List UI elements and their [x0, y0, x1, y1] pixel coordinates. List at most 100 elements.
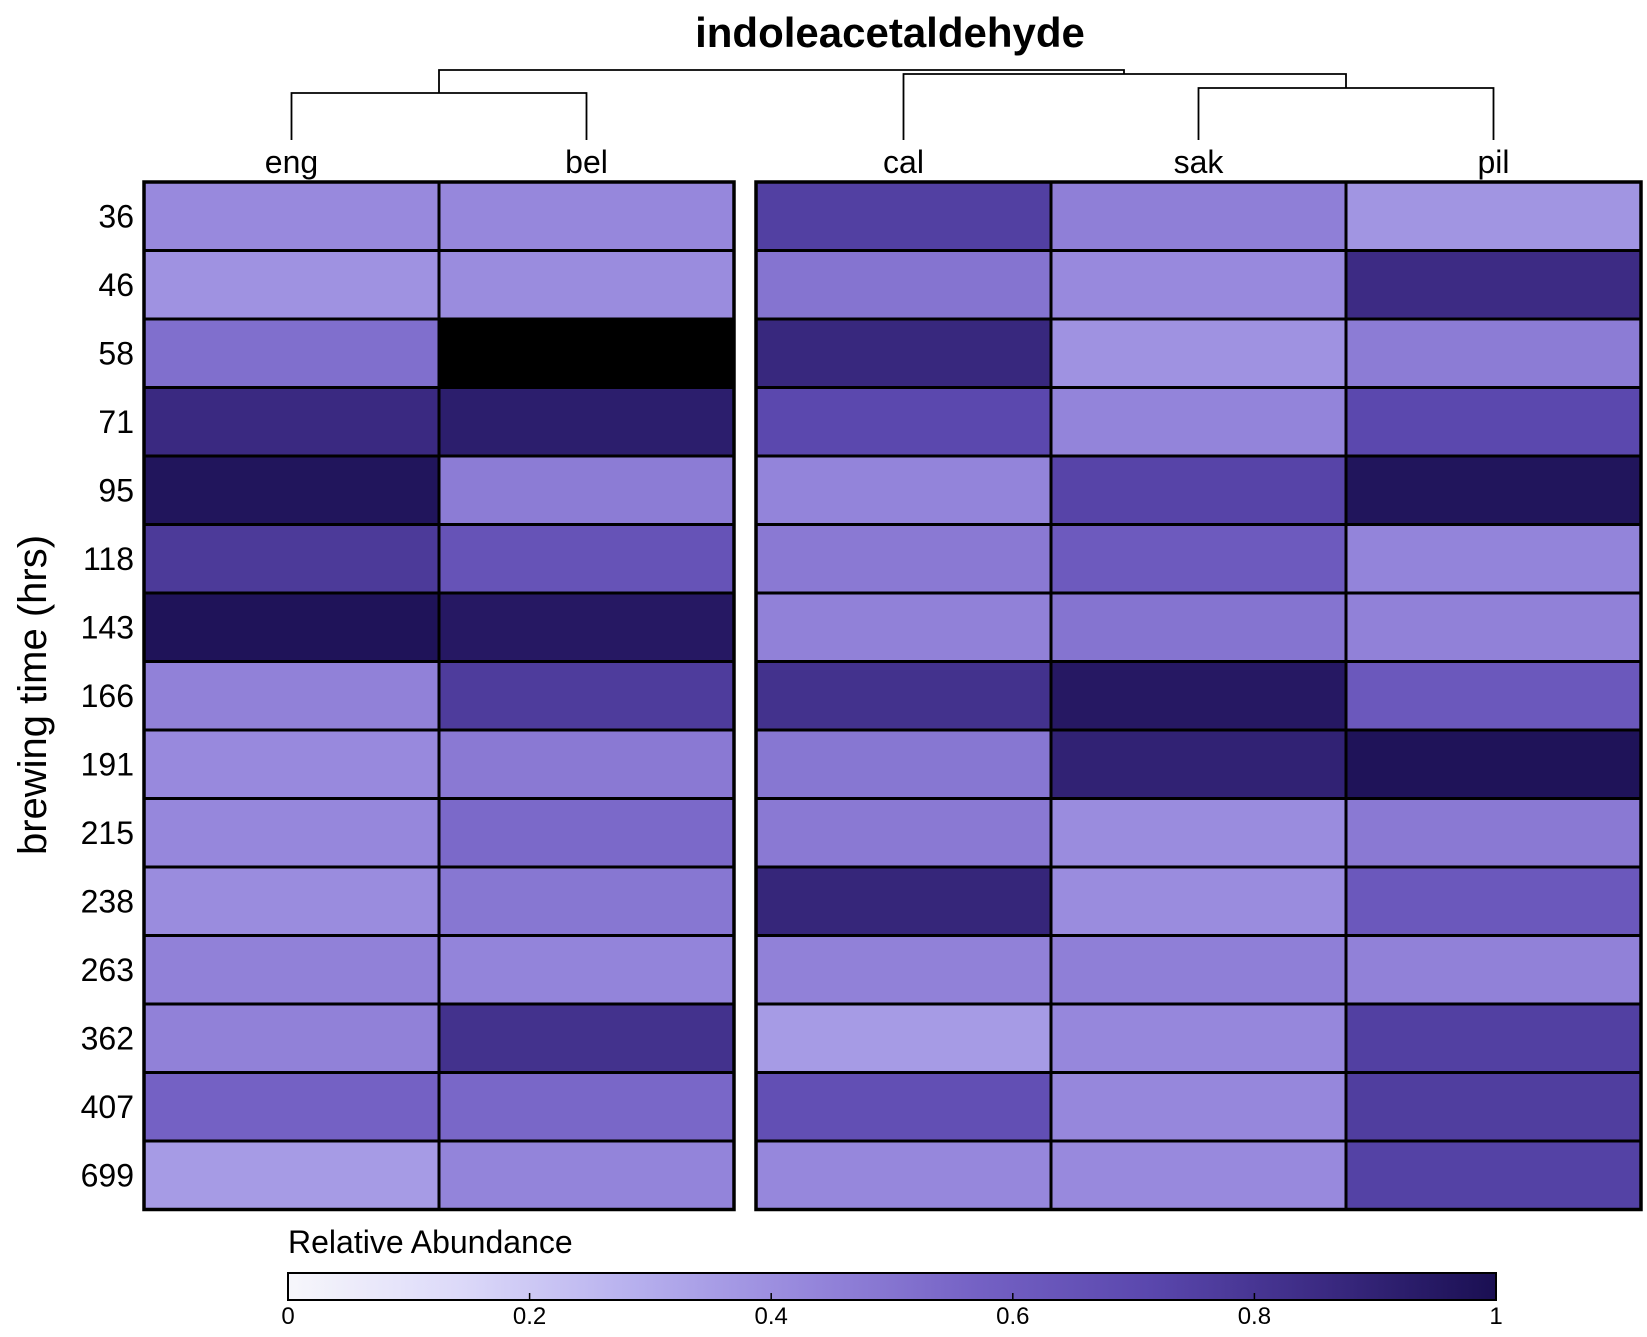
- heatmap-cell-sak-263: [1049, 934, 1348, 1006]
- colorbar-gradient: [287, 1272, 1497, 1301]
- heatmap-cell-pil-143: [1344, 591, 1643, 663]
- row-label-58: 58: [98, 335, 134, 371]
- heatmap-cell-eng-46: [142, 249, 441, 321]
- heatmap-cell-bel-143: [437, 591, 736, 663]
- heatmap-cell-eng-95: [142, 454, 441, 526]
- heatmap-cell-eng-58: [142, 317, 441, 389]
- heatmap-cell-eng-699: [142, 1139, 441, 1211]
- heatmap-cell-eng-143: [142, 591, 441, 663]
- row-label-699: 699: [81, 1157, 134, 1193]
- column-label-bel: bel: [565, 144, 608, 180]
- heatmap-cell-eng-407: [142, 1071, 441, 1143]
- heatmap-cell-cal-263: [754, 934, 1053, 1006]
- heatmap-cell-bel-407: [437, 1071, 736, 1143]
- heatmap-cells: [142, 180, 1643, 1211]
- heatmap-cell-pil-407: [1344, 1071, 1643, 1143]
- row-label-143: 143: [81, 609, 134, 645]
- row-label-95: 95: [98, 472, 134, 508]
- heatmap-cell-cal-36: [754, 180, 1053, 252]
- heatmap-cell-sak-191: [1049, 728, 1348, 800]
- heatmap-cell-bel-118: [437, 523, 736, 595]
- heatmap-cell-eng-118: [142, 523, 441, 595]
- dendrogram-root: [438, 69, 1125, 93]
- heatmap-cell-pil-58: [1344, 317, 1643, 389]
- panel-border-1: [142, 180, 736, 1212]
- row-label-362: 362: [81, 1020, 134, 1056]
- row-labels: 36 46 58 71 95 118 143 166 191 215 238 263 362 407 699: [81, 198, 134, 1193]
- heatmap-cell-bel-58: [437, 317, 736, 389]
- heatmap-cell-sak-699: [1049, 1139, 1348, 1211]
- heatmap-cell-eng-191: [142, 728, 441, 800]
- heatmap-cell-eng-166: [142, 660, 441, 732]
- row-label-407: 407: [81, 1089, 134, 1125]
- heatmap-cell-cal-238: [754, 865, 1053, 937]
- column-label-eng: eng: [265, 144, 318, 180]
- heatmap-cell-cal-118: [754, 523, 1053, 595]
- colorbar-tick-label: 0.6: [996, 1303, 1029, 1330]
- row-label-166: 166: [81, 678, 134, 714]
- heatmap-cell-cal-699: [754, 1139, 1053, 1211]
- heatmap-cell-bel-166: [437, 660, 736, 732]
- heatmap-cell-cal-58: [754, 317, 1053, 389]
- heatmap-cell-pil-118: [1344, 523, 1643, 595]
- row-label-46: 46: [98, 267, 134, 303]
- dendrogram-branch-eng-bel: [290, 92, 588, 140]
- column-label-cal: cal: [883, 144, 924, 180]
- colorbar-title: Relative Abundance: [288, 1224, 573, 1260]
- colorbar-tick-label: 1: [1489, 1303, 1502, 1330]
- column-dendrogram: [290, 69, 1495, 140]
- heatmap-cell-pil-95: [1344, 454, 1643, 526]
- row-label-263: 263: [81, 952, 134, 988]
- row-label-191: 191: [81, 746, 134, 782]
- column-label-sak: sak: [1174, 144, 1225, 180]
- heatmap-cell-bel-238: [437, 865, 736, 937]
- heatmap-cell-cal-143: [754, 591, 1053, 663]
- heatmap-cell-eng-263: [142, 934, 441, 1006]
- heatmap-cell-pil-215: [1344, 797, 1643, 869]
- heatmap-cell-sak-143: [1049, 591, 1348, 663]
- heatmap-cell-cal-191: [754, 728, 1053, 800]
- colorbar-tick-label: 0.8: [1238, 1303, 1271, 1330]
- heatmap-cell-cal-71: [754, 386, 1053, 458]
- heatmap-cell-sak-58: [1049, 317, 1348, 389]
- heatmap-cell-cal-166: [754, 660, 1053, 732]
- heatmap-cell-pil-362: [1344, 1002, 1643, 1074]
- heatmap-cell-bel-191: [437, 728, 736, 800]
- panel-borders: [142, 180, 1643, 1212]
- heatmap-cell-sak-362: [1049, 1002, 1348, 1074]
- heatmap-cell-sak-238: [1049, 865, 1348, 937]
- colorbar: Relative Abundance 0 0.2 0.4 0.6 0.8 1: [281, 1224, 1502, 1330]
- heatmap-cell-eng-71: [142, 386, 441, 458]
- panel-border-2: [754, 180, 1643, 1212]
- heatmap-cell-sak-166: [1049, 660, 1348, 732]
- heatmap-cell-bel-95: [437, 454, 736, 526]
- heatmap-cell-cal-46: [754, 249, 1053, 321]
- colorbar-tick-label: 0.2: [513, 1303, 546, 1330]
- heatmap-cell-bel-46: [437, 249, 736, 321]
- heatmap-cell-sak-118: [1049, 523, 1348, 595]
- heatmap-cell-sak-95: [1049, 454, 1348, 526]
- row-label-118: 118: [83, 541, 134, 577]
- heatmap-cell-bel-263: [437, 934, 736, 1006]
- heatmap-cell-eng-238: [142, 865, 441, 937]
- column-label-pil: pil: [1477, 144, 1509, 180]
- heatmap-cell-sak-215: [1049, 797, 1348, 869]
- colorbar-tick-label: 0: [281, 1303, 294, 1330]
- heatmap-cell-bel-215: [437, 797, 736, 869]
- heatmap-cell-sak-46: [1049, 249, 1348, 321]
- heatmap-cell-pil-71: [1344, 386, 1643, 458]
- row-label-215: 215: [81, 815, 134, 851]
- heatmap-cell-bel-36: [437, 180, 736, 252]
- heatmap-cell-bel-699: [437, 1139, 736, 1211]
- y-axis-label: brewing time (hrs): [11, 535, 55, 855]
- heatmap-cell-pil-36: [1344, 180, 1643, 252]
- row-label-71: 71: [98, 404, 134, 440]
- heatmap-cell-pil-238: [1344, 865, 1643, 937]
- heatmap-cell-eng-36: [142, 180, 441, 252]
- row-label-36: 36: [98, 198, 134, 234]
- dendrogram-branch-sak-pil: [1197, 87, 1495, 140]
- heatmap-cell-cal-95: [754, 454, 1053, 526]
- column-labels: eng bel cal sak pil: [265, 144, 1510, 180]
- heatmap-cell-pil-166: [1344, 660, 1643, 732]
